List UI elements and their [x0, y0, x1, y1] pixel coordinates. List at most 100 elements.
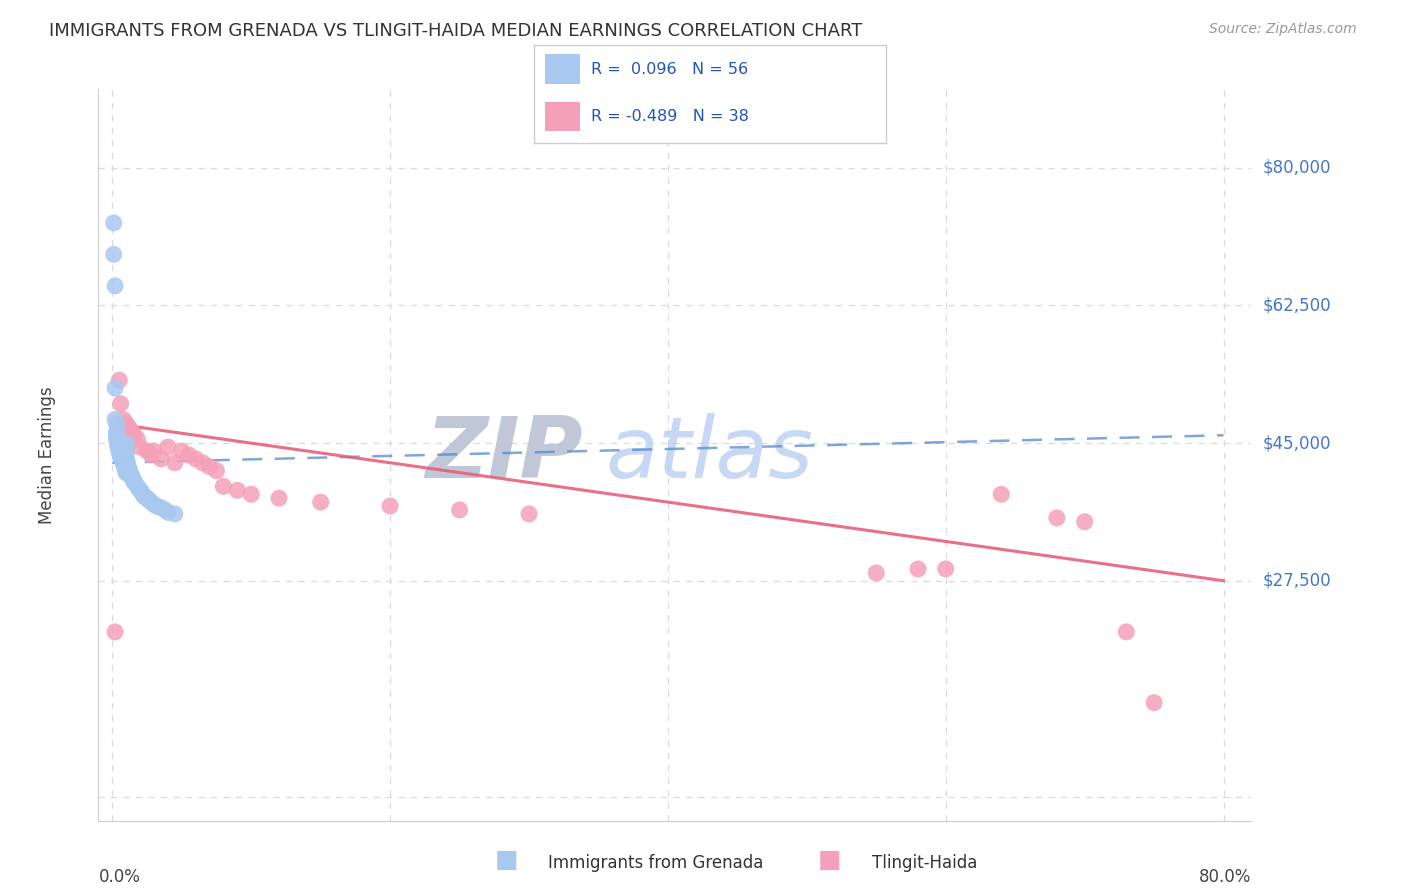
Point [114, 459, 136, 474]
Point [112, 456, 135, 470]
Text: Source: ZipAtlas.com: Source: ZipAtlas.com [1209, 22, 1357, 37]
Point [105, 432, 128, 446]
Point [141, 495, 163, 509]
Point [127, 432, 149, 446]
Point [103, 216, 125, 230]
Point [149, 500, 172, 515]
Point [115, 448, 138, 462]
Text: $62,500: $62,500 [1263, 296, 1331, 315]
Point [103, 247, 125, 261]
Point [124, 428, 146, 442]
Point [112, 458, 135, 472]
Point [1073, 515, 1095, 529]
Point [153, 503, 176, 517]
Point [107, 440, 129, 454]
Point [104, 278, 127, 293]
Point [115, 466, 138, 480]
Point [111, 451, 134, 466]
Point [105, 417, 128, 431]
Point [517, 507, 540, 521]
Point [136, 444, 159, 458]
Point [110, 448, 132, 462]
Point [143, 444, 166, 458]
Point [177, 448, 200, 462]
Point [108, 444, 131, 458]
Point [108, 445, 131, 459]
Bar [544, 102, 579, 131]
Point [117, 459, 139, 474]
Point [138, 492, 160, 507]
Text: IMMIGRANTS FROM GRENADA VS TLINGIT-HAIDA MEDIAN EARNINGS CORRELATION CHART: IMMIGRANTS FROM GRENADA VS TLINGIT-HAIDA… [49, 22, 863, 40]
Text: Tlingit-Haida: Tlingit-Haida [872, 855, 977, 872]
Point [115, 444, 138, 458]
Point [226, 483, 249, 498]
Point [163, 507, 186, 521]
Text: $27,500: $27,500 [1263, 572, 1331, 590]
Point [156, 440, 179, 454]
Point [104, 412, 127, 426]
Text: ■: ■ [495, 848, 517, 872]
Point [184, 451, 207, 466]
Point [935, 562, 957, 576]
Point [108, 373, 131, 387]
Point [378, 499, 401, 513]
Point [118, 464, 141, 478]
Text: Median Earnings: Median Earnings [38, 386, 56, 524]
Point [115, 451, 138, 466]
Point [107, 436, 129, 450]
Point [205, 464, 228, 478]
Point [125, 477, 148, 491]
Text: ZIP: ZIP [425, 413, 582, 497]
Point [110, 397, 132, 411]
Point [128, 482, 150, 496]
Text: ■: ■ [818, 848, 841, 872]
Point [127, 479, 149, 493]
Point [122, 471, 145, 485]
Point [240, 487, 263, 501]
Point [129, 440, 152, 454]
Point [108, 442, 131, 456]
Bar [544, 54, 579, 84]
Point [156, 505, 179, 519]
Point [122, 474, 145, 488]
Point [198, 459, 221, 474]
Point [191, 456, 214, 470]
Point [110, 450, 132, 465]
Point [145, 499, 167, 513]
Point [907, 562, 929, 576]
Point [141, 448, 163, 462]
Text: R = -0.489   N = 38: R = -0.489 N = 38 [591, 109, 748, 124]
Point [107, 438, 129, 452]
Point [112, 412, 135, 426]
Point [120, 467, 142, 482]
Point [131, 484, 153, 499]
Point [1143, 696, 1166, 710]
Text: $45,000: $45,000 [1263, 434, 1331, 452]
Point [117, 456, 139, 470]
Point [163, 456, 186, 470]
Point [136, 491, 159, 505]
Point [129, 483, 152, 498]
Point [121, 469, 143, 483]
Point [309, 495, 332, 509]
Text: 0.0%: 0.0% [98, 868, 141, 886]
Point [267, 491, 290, 505]
Point [114, 461, 136, 475]
Point [121, 425, 143, 439]
Point [212, 479, 235, 493]
Point [105, 428, 128, 442]
Point [149, 451, 172, 466]
Text: Immigrants from Grenada: Immigrants from Grenada [548, 855, 763, 872]
Point [865, 566, 887, 580]
Text: R =  0.096   N = 56: R = 0.096 N = 56 [591, 62, 748, 77]
Point [990, 487, 1012, 501]
Text: atlas: atlas [606, 413, 814, 497]
Point [170, 444, 193, 458]
Point [115, 417, 138, 431]
Point [1046, 511, 1069, 525]
Point [124, 475, 146, 490]
Point [105, 425, 128, 439]
Point [1115, 624, 1137, 639]
Point [132, 487, 155, 501]
Point [115, 436, 138, 450]
